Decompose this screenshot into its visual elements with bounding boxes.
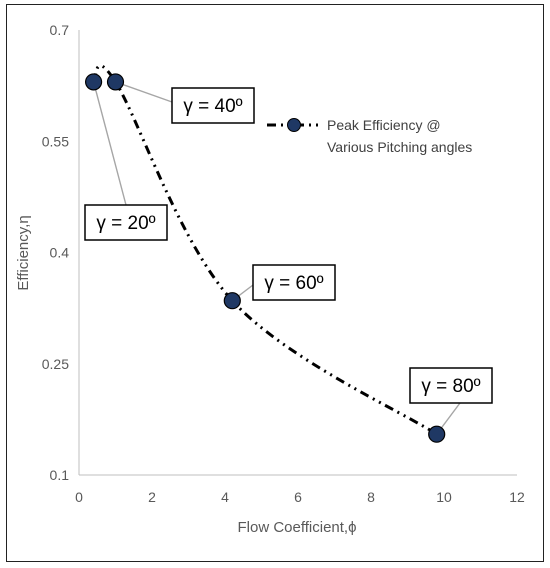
legend-label-line-1: Peak Efficiency @ xyxy=(327,117,441,133)
legend-label-line-2: Various Pitching angles xyxy=(327,139,472,155)
data-point-marker xyxy=(106,73,125,91)
x-tick-label: 10 xyxy=(436,489,452,505)
axes xyxy=(78,30,517,476)
point-annotations: γ = 20º γ = 40º γ = 60º γ = 80º xyxy=(84,87,493,404)
annotation-label: γ = 20º xyxy=(96,213,155,234)
annotation-label: γ = 60º xyxy=(264,273,323,294)
legend-marker-swatch xyxy=(287,118,301,132)
data-point-marker xyxy=(84,73,103,91)
annotation-box xyxy=(171,87,255,124)
annotation-label: γ = 40º xyxy=(183,96,242,117)
x-tick-label: 0 xyxy=(75,489,83,505)
x-tick-label: 8 xyxy=(367,489,375,505)
annotation-box xyxy=(84,204,168,241)
annotation-leader-line xyxy=(115,81,173,103)
x-tick-label: 2 xyxy=(148,489,156,505)
data-point-marker xyxy=(428,425,446,443)
y-tick-label: 0.4 xyxy=(50,245,70,261)
x-tick-label: 6 xyxy=(294,489,302,505)
x-tick-label: 4 xyxy=(221,489,229,505)
annotation-leaders xyxy=(92,81,461,435)
x-tick-labels: 0 2 4 6 8 10 12 xyxy=(75,489,525,505)
x-axis-title: Flow Coefficient,ϕ xyxy=(237,519,356,536)
y-tick-label: 0.25 xyxy=(42,356,69,372)
y-tick-label: 0.55 xyxy=(42,133,69,149)
data-point-marker xyxy=(223,292,241,310)
annotation-label: γ = 80º xyxy=(421,376,480,397)
annotation-leader-line xyxy=(92,81,127,206)
y-tick-label: 0.1 xyxy=(50,467,70,483)
annotation-box xyxy=(252,264,336,301)
x-tick-label: 12 xyxy=(509,489,525,505)
legend: Peak Efficiency @ Various Pitching angle… xyxy=(267,117,472,155)
series-markers xyxy=(84,73,446,443)
y-tick-labels: 0.1 0.25 0.4 0.55 0.7 xyxy=(42,22,69,483)
y-axis-title: Efficiency,η xyxy=(15,215,32,290)
annotation-box xyxy=(409,367,493,404)
y-tick-label: 0.7 xyxy=(50,22,70,38)
